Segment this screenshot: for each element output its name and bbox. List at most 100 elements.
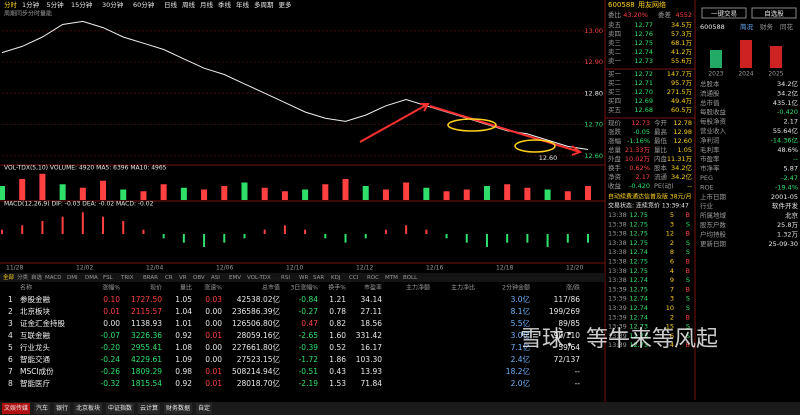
table-cell: 0.00 [205, 343, 222, 352]
bottom-tab[interactable]: 云计算 [140, 404, 158, 412]
tab[interactable]: VR [179, 275, 187, 281]
table-cell: 2 [8, 307, 13, 316]
tab[interactable]: ROC [367, 275, 379, 281]
tab[interactable]: FSL [103, 275, 114, 281]
bottom-tab[interactable]: 文娱传媒 [4, 404, 28, 412]
table-cell: 8.1亿 [511, 306, 531, 316]
toolbar-item[interactable]: 5分钟 [47, 0, 65, 9]
table-cell: 3.0亿 [511, 330, 531, 340]
label: 34.2亿 [777, 79, 798, 88]
tab[interactable]: MTM [385, 275, 398, 281]
table-cell: 0.01 [205, 379, 222, 388]
table-header: 量比 [180, 284, 192, 292]
tab[interactable]: TRIX [120, 275, 134, 281]
tab[interactable]: EMV [229, 275, 241, 281]
label: 流通股 [700, 88, 720, 97]
chart-label: MACD(12,26,9) DIF: -0.03 DEA: -0.02 MACD… [4, 201, 154, 208]
tab[interactable]: CR [165, 275, 173, 281]
button[interactable] [701, 7, 747, 19]
volume-bar [362, 186, 369, 200]
tab[interactable]: 自选 [31, 273, 43, 281]
macd-bar [587, 234, 589, 243]
table-cell: 0.00 [205, 355, 222, 364]
tab[interactable]: DMA [85, 275, 98, 281]
watermark: 雪球：等牛来等风起 [520, 327, 718, 352]
toolbar-item[interactable]: 分时 [4, 0, 18, 9]
table-cell: -0.07 [101, 331, 121, 340]
tab[interactable]: VOL-TDX [247, 275, 271, 281]
tab[interactable]: SAR [313, 275, 324, 281]
label: 5 [670, 211, 674, 219]
toolbar-item[interactable]: 60分钟 [133, 0, 155, 9]
toolbar-item[interactable]: 多周期 [254, 0, 274, 9]
tab[interactable]: KDJ [331, 275, 341, 281]
table-cell: 126506.80亿 [232, 318, 281, 328]
tab[interactable]: BOLL [403, 275, 418, 281]
label: 涨跌 [608, 127, 622, 136]
table-header: 涨速% [204, 284, 222, 292]
toolbar-item[interactable]: 周线 [182, 0, 196, 9]
tab[interactable]: 财务 [760, 22, 774, 31]
tab[interactable]: 同花 [780, 22, 794, 31]
tab[interactable]: MACD [45, 275, 62, 281]
bottom-tab[interactable]: 自定 [198, 404, 210, 412]
table-header: 2分钟金额 [502, 284, 530, 292]
bottom-tab[interactable]: 财务数据 [166, 404, 190, 412]
label: 最低 [654, 136, 668, 145]
label: 147.7万 [667, 70, 693, 78]
button-label[interactable]: 自选股 [764, 9, 784, 18]
table-cell: 1727.50 [131, 295, 162, 304]
label: B [686, 341, 690, 349]
tab[interactable]: OBV [193, 275, 205, 281]
tab[interactable]: RSI [281, 275, 290, 281]
table-cell: 28059.16亿 [237, 330, 281, 340]
toolbar-item[interactable]: 30分钟 [102, 0, 124, 9]
bottom-tab[interactable]: 汽车 [36, 404, 48, 412]
label: 34.2亿 [777, 88, 798, 97]
label: 12.70 [634, 88, 653, 96]
tab[interactable]: WR [299, 275, 308, 281]
label: 卖三 [608, 39, 622, 47]
table-cell: 1.04 [175, 307, 192, 316]
volume-bar [524, 187, 531, 200]
label: 卖一 [608, 57, 622, 65]
toolbar-item[interactable]: 日线 [164, 0, 178, 9]
table-cell: 89/85 [558, 319, 580, 328]
bottom-tab[interactable]: 银行 [56, 404, 68, 412]
label: 更新日期 [700, 239, 727, 248]
toolbar-item[interactable]: 月线 [200, 0, 214, 9]
label: 0.62% [629, 164, 650, 172]
toolbar-item[interactable]: 15分钟 [71, 0, 93, 9]
table-cell: 6 [8, 355, 13, 364]
button[interactable] [751, 7, 797, 19]
table-cell: 18.2亿 [506, 366, 531, 376]
label: 12.73 [631, 119, 650, 127]
toolbar-item[interactable]: 更多 [279, 0, 293, 9]
table-cell: 59/64 [558, 343, 580, 352]
macd-bar [41, 221, 44, 234]
label: 市净率 [700, 164, 720, 173]
tab[interactable]: ASI [211, 275, 220, 281]
bottom-tab[interactable]: 中证指数 [108, 404, 132, 412]
decor-bar [770, 46, 782, 68]
table-cell: -0.51 [299, 367, 319, 376]
table-cell: 1.05 [175, 295, 192, 304]
label: 北京 [785, 211, 799, 220]
label: -0.05 [633, 128, 650, 136]
tab[interactable]: CCI [349, 275, 359, 281]
label: B [686, 258, 690, 266]
toolbar-item[interactable]: 年线 [236, 0, 250, 9]
tab[interactable]: 分类 [17, 273, 29, 281]
tab[interactable]: 简况 [740, 22, 754, 31]
table-cell: 证金汇金持股 [20, 318, 65, 328]
label: 34.2亿 [671, 172, 692, 181]
stock-name: 用友网络 [638, 0, 666, 9]
bottom-tab[interactable]: 北京板块 [76, 404, 100, 412]
toolbar-item[interactable]: 1分钟 [22, 0, 40, 9]
tab[interactable]: BRAR [143, 275, 158, 281]
toolbar-item[interactable]: 季线 [218, 0, 232, 9]
tab[interactable]: 全部 [3, 273, 15, 281]
tab[interactable]: DMI [67, 275, 78, 281]
button-label[interactable]: 一键交易 [711, 9, 737, 18]
label: 买四 [608, 97, 621, 105]
